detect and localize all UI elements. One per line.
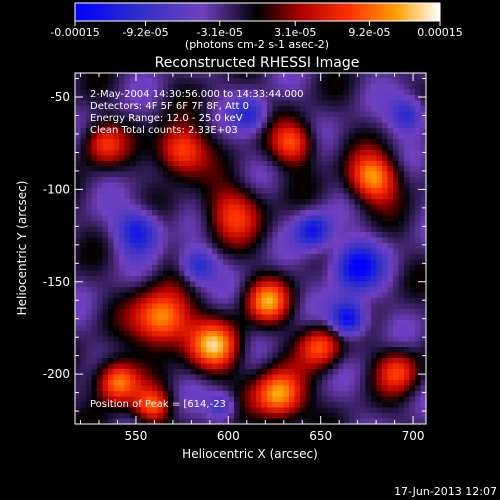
- colorbar-tick-label: -9.2e-05: [122, 26, 168, 39]
- colorbar-units: (photons cm-2 s-1 asec-2): [185, 38, 329, 51]
- plot-frame: [74, 72, 427, 425]
- y-tick-label: -200: [43, 367, 70, 381]
- colorbar-ticks: [74, 21, 441, 26]
- y-axis: -50 -100 -150 -200: [43, 78, 426, 412]
- colorbar-tick-label: -3.1e-05: [197, 26, 243, 39]
- x-tick-label: 700: [402, 429, 425, 443]
- annotation-energy-range: Energy Range: 12.0 - 25.0 keV: [90, 113, 243, 124]
- colorbar-tick-label: 9.2e-05: [348, 26, 390, 39]
- x-tick-label: 600: [217, 429, 240, 443]
- y-tick-label: -150: [43, 275, 70, 289]
- footer-timestamp: 17-Jun-2013 12:07: [394, 485, 497, 498]
- y-tick-label: -50: [50, 90, 70, 104]
- y-axis-label: Heliocentric Y (arcsec): [15, 181, 29, 316]
- colorbar-tick-label: 0.00015: [417, 26, 463, 39]
- colorbar-labels: -0.00015 -9.2e-05 -3.1e-05 3.1e-05 9.2e-05 0.…: [50, 26, 462, 39]
- colorbar: [74, 2, 441, 22]
- colorbar-tick-label: 3.1e-05: [274, 26, 316, 39]
- annotation-time-range: 2-May-2004 14:30:56.000 to 14:33:44.000: [90, 89, 303, 100]
- y-tick-label: -100: [43, 182, 70, 196]
- annotation-peak-position: Position of Peak = [614,-23: [90, 399, 226, 410]
- annotation-counts: Clean Total counts: 2.33E+03: [90, 125, 238, 136]
- chart-title: Reconstructed RHESSI Image: [155, 55, 360, 71]
- colorbar-tick-label: -0.00015: [50, 26, 99, 39]
- x-tick-label: 550: [125, 429, 148, 443]
- x-axis: 550 600 650 700: [80, 73, 425, 443]
- annotation-detectors: Detectors: 4F 5F 6F 7F 8F, Att 0: [90, 101, 249, 112]
- x-tick-label: 650: [309, 429, 332, 443]
- x-axis-label: Heliocentric X (arcsec): [182, 447, 318, 461]
- heatmap-image: [75, 73, 426, 424]
